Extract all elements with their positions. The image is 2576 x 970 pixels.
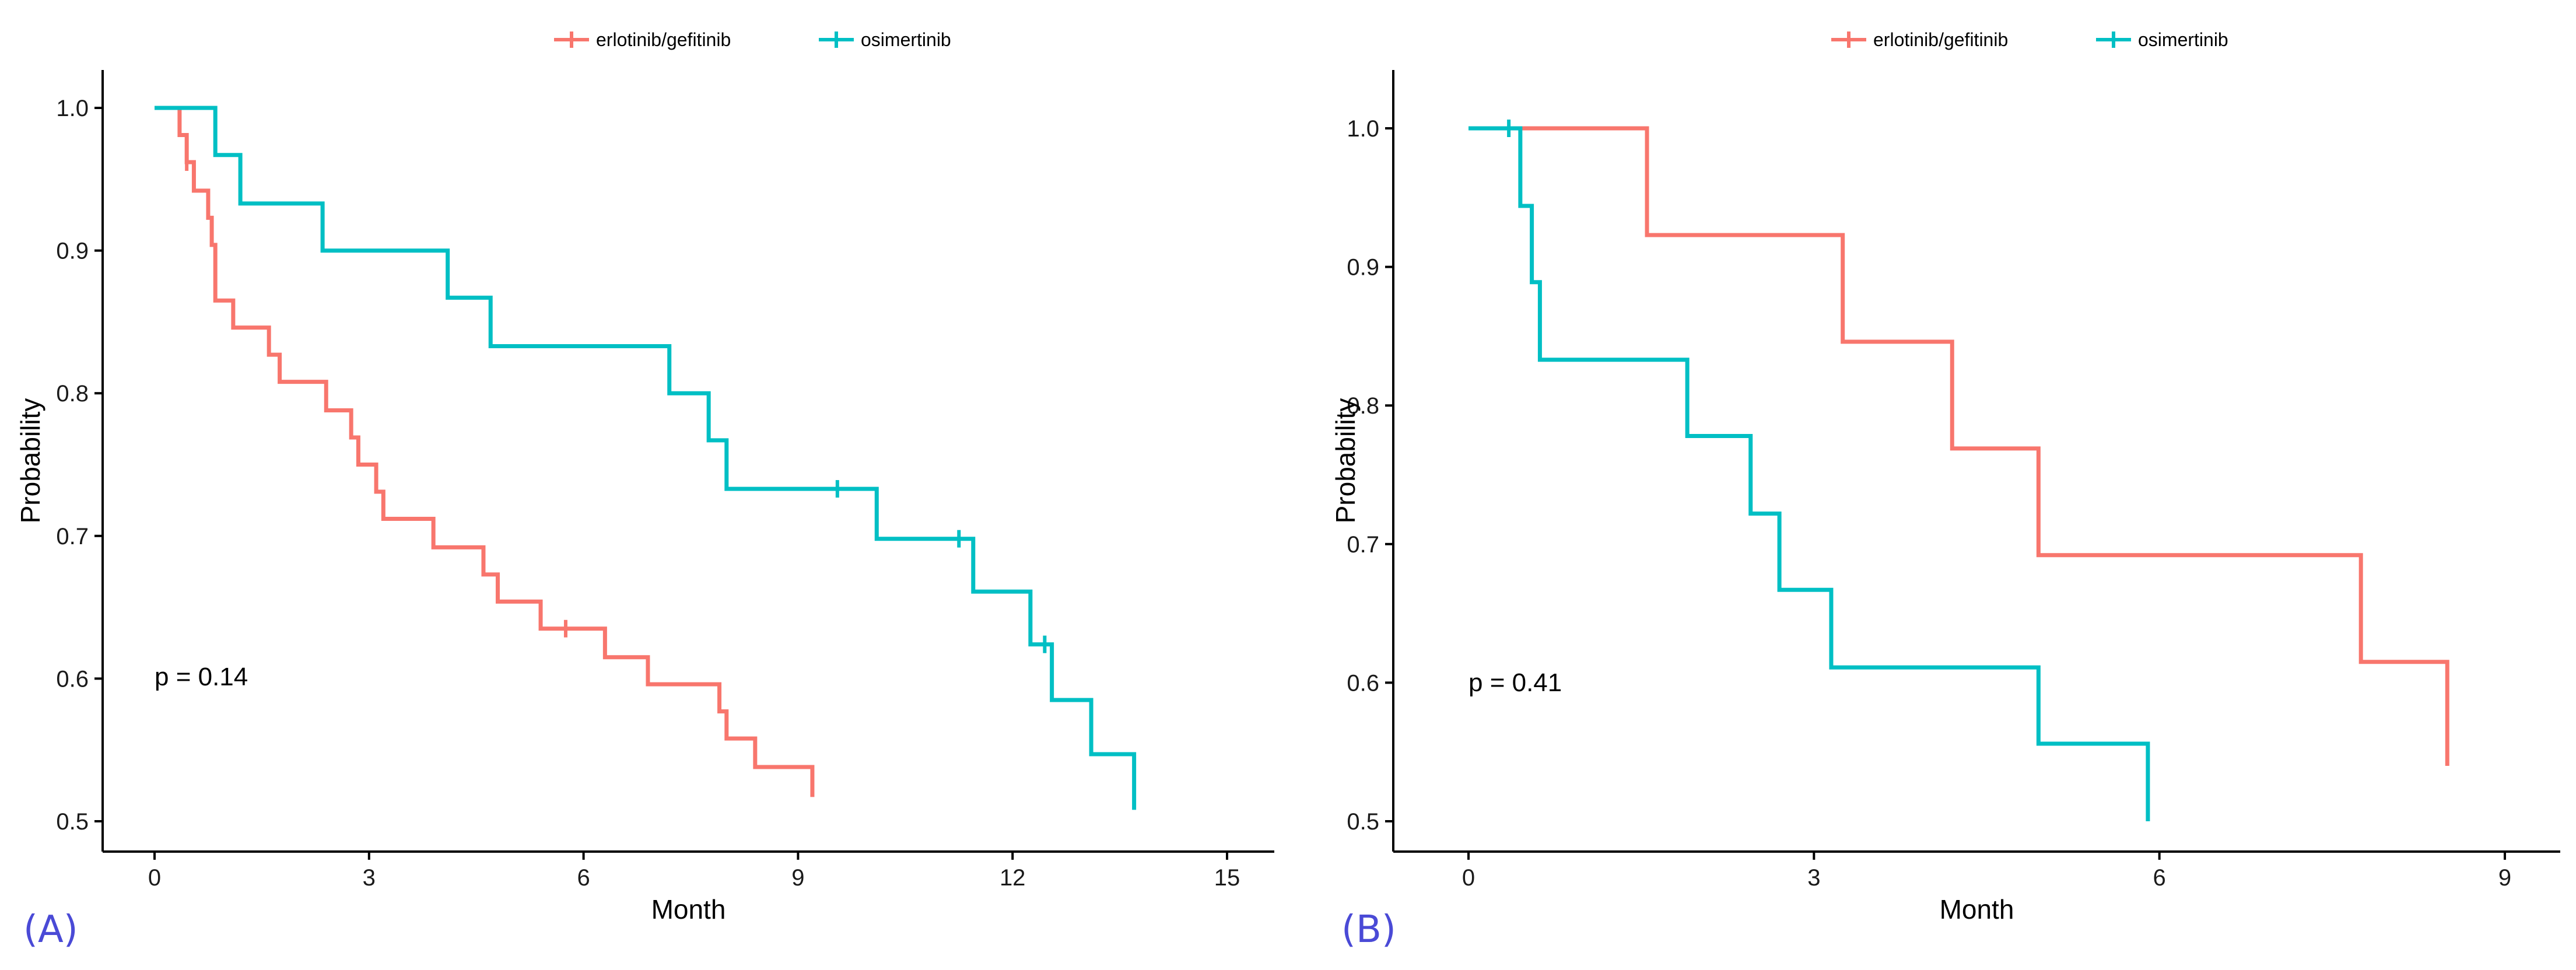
y-axis-title: Probability: [1330, 398, 1361, 524]
y-tick-label: 0.8: [56, 381, 89, 407]
km-curve-erlotinib-gefitinib: [155, 106, 815, 797]
y-tick-label: 1.0: [1347, 116, 1379, 142]
y-tick-label: 0.6: [56, 666, 89, 692]
x-tick-label: 6: [577, 865, 590, 891]
km-curve-osimertinib: [1469, 126, 2150, 821]
y-tick-label: 0.7: [1347, 532, 1379, 558]
x-tick-label: 3: [363, 865, 376, 891]
y-tick-label: 0.5: [1347, 809, 1379, 835]
km-curve-osimertinib: [155, 106, 1137, 810]
x-tick-label: 9: [2498, 865, 2511, 891]
y-tick-label: 0.6: [1347, 670, 1379, 696]
p-value-annotation: p = 0.41: [1469, 668, 1562, 697]
x-axis-title: Month: [1940, 894, 2014, 925]
y-tick-label: 0.7: [56, 524, 89, 549]
panel-a: 0 3 6 9 12 15 0.5 0.6 0.7 0.8 0.9 1.0 Month Probabili…: [15, 29, 1274, 951]
legend-label: osimertinib: [861, 29, 951, 50]
y-tick-label: 0.9: [1347, 255, 1379, 281]
km-curve-erlotinib-gefitinib: [1469, 126, 2449, 766]
y-axis-title: Probability: [15, 398, 45, 524]
x-axis-title: Month: [651, 894, 726, 925]
x-tick-label: 12: [1000, 865, 1026, 891]
x-tick-label: 15: [1214, 865, 1240, 891]
y-tick-label: 0.8: [1347, 393, 1379, 419]
legend-label: osimertinib: [2138, 29, 2228, 50]
y-tick-label: 1.0: [56, 96, 89, 121]
x-tick-label: 9: [791, 865, 804, 891]
x-tick-label: 0: [148, 865, 161, 891]
legend-label: erlotinib/gefitinib: [596, 29, 731, 50]
p-value-annotation: p = 0.14: [155, 663, 248, 691]
x-tick-label: 6: [2153, 865, 2166, 891]
x-tick-label: 0: [1462, 865, 1475, 891]
y-tick-label: 0.5: [56, 809, 89, 835]
panel-label: (A): [23, 908, 78, 951]
panel-b: 0 3 6 9 0.5 0.6 0.7 0.8 0.9 1.0 Month Probability er…: [1330, 29, 2560, 951]
y-tick-label: 0.9: [56, 239, 89, 264]
panel-label: (B): [1341, 908, 1396, 951]
legend-label: erlotinib/gefitinib: [1873, 29, 2008, 50]
x-tick-label: 3: [1807, 865, 1820, 891]
